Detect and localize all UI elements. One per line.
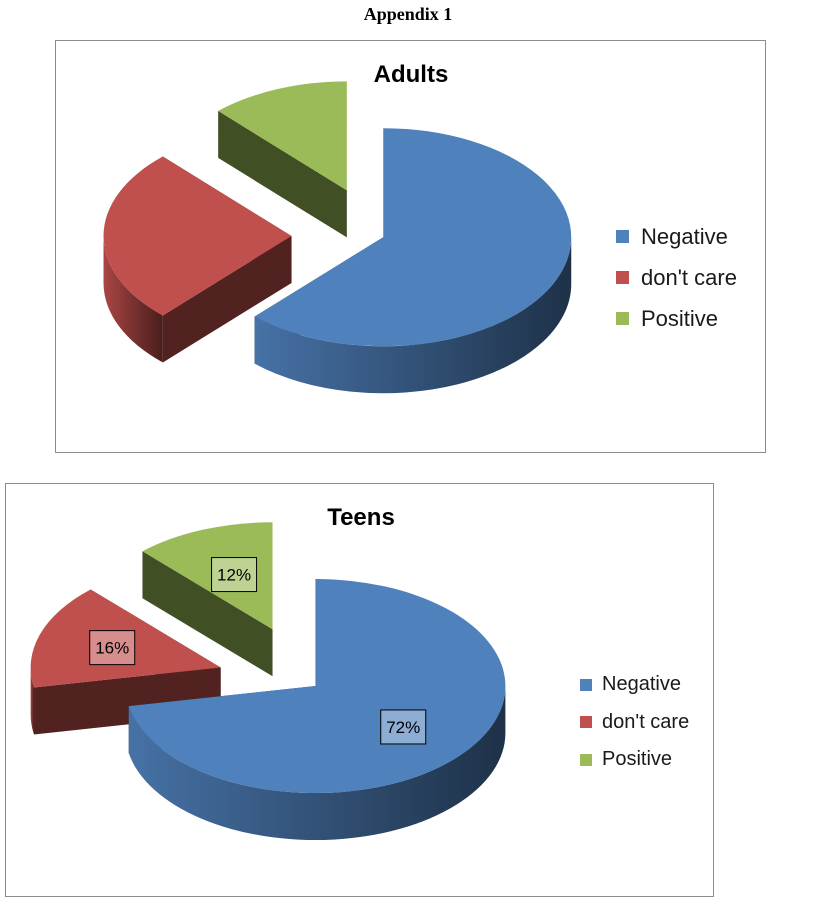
adults-pie-slices	[103, 81, 572, 394]
chart-title: Teens	[327, 504, 395, 531]
adults-pie-svg: Adults	[103, 61, 572, 394]
legend-swatch-dont-care	[616, 271, 629, 284]
adults-pie-chart: Adults Negative don't care Positive	[55, 40, 766, 453]
teens-pie-slices: 72% 16% 12%	[30, 522, 506, 841]
pie-wall-don-t-care	[103, 236, 163, 363]
legend-label: Negative	[602, 673, 681, 696]
legend-swatch-negative	[616, 230, 629, 243]
legend-label: Positive	[602, 748, 673, 771]
legend-label: don't care	[602, 710, 690, 733]
legend-swatch-positive	[580, 753, 592, 766]
data-label-don-t-care: 16%	[89, 630, 136, 666]
pie-wall-negative	[254, 237, 572, 394]
legend-label: Negative	[641, 223, 728, 249]
chart-title: Adults	[374, 61, 449, 88]
legend-swatch-positive	[616, 312, 629, 325]
legend-item-positive: Positive	[580, 741, 689, 779]
pie-slice-negative	[254, 128, 572, 347]
chart-legend: Negative don't care Positive	[580, 666, 689, 779]
pie-wall-negative	[128, 686, 506, 841]
pie-slice-don-t-care	[103, 156, 292, 316]
legend-item-negative: Negative	[580, 666, 689, 704]
legend-item-negative: Negative	[616, 216, 737, 257]
teens-pie-svg: Teens 72% 16% 12%	[30, 504, 506, 841]
legend-item-positive: Positive	[616, 298, 737, 339]
legend-swatch-dont-care	[580, 716, 592, 729]
legend-item-dont-care: don't care	[616, 257, 737, 298]
legend-swatch-negative	[580, 678, 592, 691]
pie-slice-positive	[218, 81, 347, 191]
teens-pie-chart: Teens 72% 16% 12% Negative don't care Posi…	[5, 483, 714, 897]
chart-legend: Negative don't care Positive	[616, 216, 737, 339]
data-label-negative: 72%	[380, 709, 427, 745]
pie-side-positive	[218, 110, 347, 238]
legend-label: Positive	[641, 305, 719, 331]
data-label-positive: 12%	[211, 557, 258, 593]
pie-side-positive	[142, 551, 273, 677]
svg-text:72%: 72%	[386, 718, 420, 737]
document-heading: Appendix 1	[363, 4, 453, 24]
legend-item-dont-care: don't care	[580, 704, 689, 742]
pie-slice-positive	[142, 522, 273, 630]
legend-label: don't care	[641, 264, 737, 290]
svg-text:12%: 12%	[217, 566, 251, 585]
svg-text:16%: 16%	[95, 639, 129, 658]
pie-wall-don-t-care	[30, 667, 35, 735]
